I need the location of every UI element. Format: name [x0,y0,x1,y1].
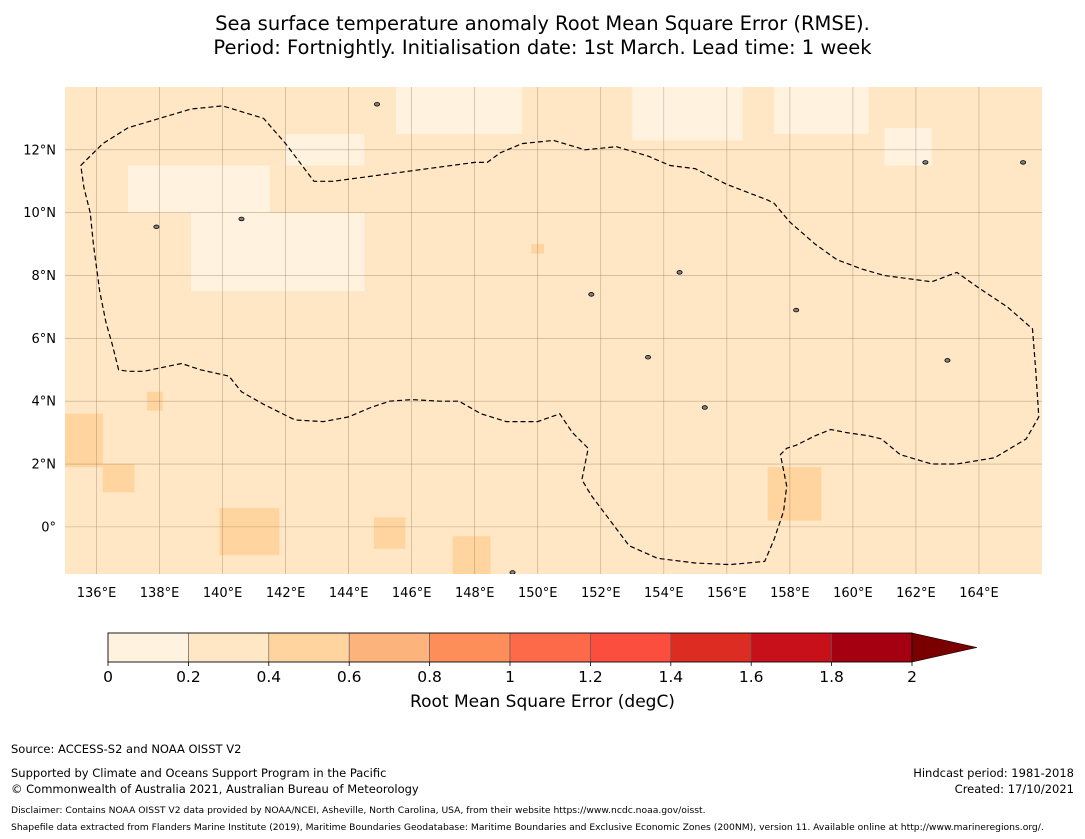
island-6 [944,358,951,363]
supported-text: Supported by Climate and Oceans Support … [11,766,387,780]
island-13 [701,405,708,410]
colorbar-segment [670,632,752,663]
colorbar-tick-label: 0.4 [256,668,281,686]
island-0 [374,102,381,107]
colorbar-tick-label: 0 [103,668,113,686]
rmse-region-11 [373,517,406,549]
island-7 [922,160,929,165]
rmse-regions [65,87,932,574]
island-5 [793,307,800,313]
rmse-region-1 [191,212,365,292]
colorbar-tick-label: 2 [907,668,917,686]
island-1 [153,224,160,230]
rmse-region-4 [632,87,743,141]
rmse-region-8 [102,464,135,493]
x-tick-label: 150°E [518,586,558,601]
y-tick-label: 4°N [32,395,57,410]
y-tick-label: 12°N [23,143,56,158]
rmse-region-2 [128,165,270,213]
island-4 [588,292,595,297]
x-axis-ticks: 136°E 138°E 140°E 142°E 144°E 146°E 148°E 150°E… [77,586,999,601]
x-tick-label: 156°E [707,586,747,601]
x-tick-label: 164°E [959,586,999,601]
x-tick-label: 138°E [140,586,180,601]
y-tick-label: 8°N [32,269,57,284]
colorbar-segment [509,632,591,663]
rmse-region-12 [452,536,491,574]
island-2 [53,549,58,553]
rmse-region-14 [767,467,822,521]
colorbar-extend-arrow [911,632,978,663]
colorbar-segment [429,632,511,663]
created-text: Created: 17/10/2021 [954,782,1074,796]
island-11 [676,270,683,275]
colorbar-tick-label: 0.8 [417,668,442,686]
colorbar-segment [188,632,270,663]
colorbar-segment [590,632,672,663]
islands [53,102,1027,574]
x-tick-label: 158°E [770,586,810,601]
x-tick-label: 160°E [833,586,873,601]
rmse-region-0 [395,87,522,135]
colorbar-tick-label: 1.2 [578,668,603,686]
colorbar: 0 0.2 0.4 0.6 0.8 1 1.2 1.4 1.6 1.8 2 [103,632,978,686]
x-tick-label: 140°E [203,586,243,601]
rmse-region-5 [774,87,869,135]
y-tick-label: 6°N [32,332,57,347]
colorbar-tick-label: 1.4 [658,668,683,686]
colorbar-segment [348,632,430,663]
y-tick-label: 2°N [32,458,57,473]
island-10 [645,355,652,360]
x-tick-label: 146°E [392,586,432,601]
colorbar-segment [831,632,913,663]
island-8 [1020,160,1027,165]
colorbar-tick-label: 0.6 [337,668,362,686]
hindcast-text: Hindcast period: 1981-2018 [913,766,1074,780]
island-3 [59,553,64,557]
colorbar-segment [107,632,189,663]
colorbar-segment [750,632,832,663]
y-axis-ticks: 12°N 10°N 8°N 6°N 4°N 2°N 0° [23,143,56,535]
eez-boundary [80,105,1040,566]
y-tick-label: 10°N [23,206,56,221]
colorbar-label: Root Mean Square Error (degC) [410,692,675,712]
y-tick-label: 0° [41,520,56,535]
rmse-region-6 [884,127,932,166]
island-9 [509,570,516,574]
rmse-region-7 [65,413,103,468]
island-12 [238,216,245,222]
x-tick-label: 148°E [455,586,495,601]
disclaimer-text: Disclaimer: Contains NOAA OISST V2 data … [11,805,706,816]
colorbar-tick-label: 1.8 [819,668,844,686]
x-tick-label: 142°E [266,586,306,601]
x-tick-label: 162°E [896,586,936,601]
colorbar-segment [268,632,350,663]
x-tick-label: 154°E [644,586,684,601]
x-tick-label: 152°E [581,586,621,601]
shapefile-text: Shapefile data extracted from Flanders M… [11,822,1044,833]
chart-title-line2: Period: Fortnightly. Initialisation date… [213,36,872,59]
x-tick-label: 136°E [77,586,117,601]
x-tick-label: 144°E [329,586,369,601]
colorbar-tick-label: 1 [505,668,515,686]
source-text: Source: ACCESS-S2 and NOAA OISST V2 [11,742,242,756]
copyright-text: © Commonwealth of Australia 2021, Austra… [11,782,419,796]
rmse-region-10 [219,508,280,556]
chart-title-line1: Sea surface temperature anomaly Root Mea… [215,12,870,35]
colorbar-tick-label: 0.2 [176,668,201,686]
graticule [65,87,1042,574]
colorbar-tick-label: 1.6 [739,668,764,686]
